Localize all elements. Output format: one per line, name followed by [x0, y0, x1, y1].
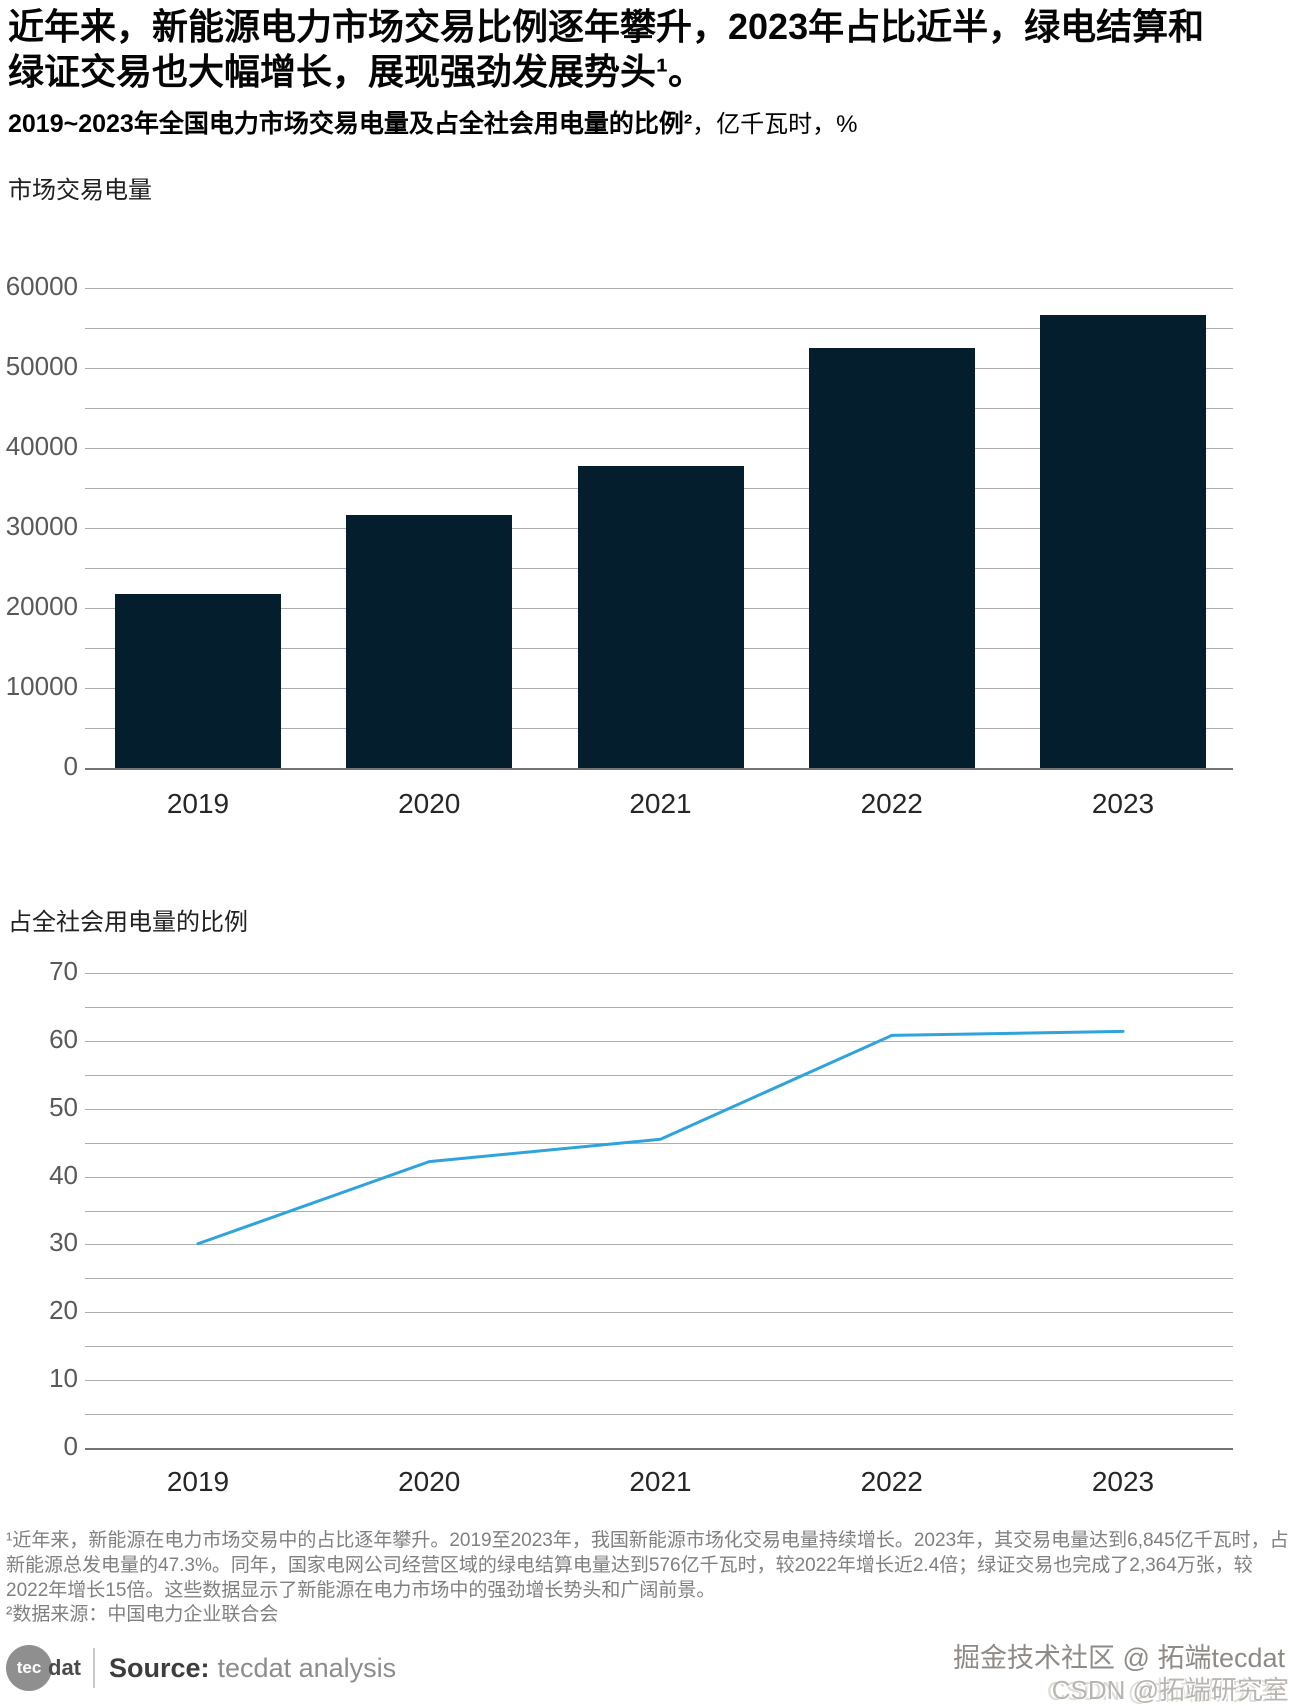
- y-tick-label: 60000: [5, 270, 78, 301]
- bar-2022: [808, 347, 975, 768]
- x-axis-line: [85, 768, 1233, 770]
- y-tick-label: 50000: [5, 350, 78, 381]
- bar-2019: [115, 593, 281, 768]
- tecdat-logo-icon: tec: [6, 1645, 52, 1691]
- gridline: [85, 1312, 1233, 1314]
- source-label: Source:: [109, 1652, 210, 1683]
- bar-2023: [1040, 314, 1206, 768]
- gridline: [85, 1244, 1233, 1246]
- bar-chart-title: 市场交易电量: [8, 177, 152, 204]
- gridline: [85, 1040, 1233, 1042]
- headline: 近年来，新能源电力市场交易比例逐年攀升，2023年占比近半，绿电结算和绿证交易也…: [8, 6, 1205, 92]
- x-tick-label: 2021: [629, 1466, 692, 1497]
- x-tick-label: 2020: [398, 788, 461, 819]
- x-tick-label: 2023: [1091, 1466, 1155, 1497]
- y-tick-label: 10000: [5, 670, 78, 701]
- gridline: [85, 1210, 1233, 1212]
- gridline: [85, 328, 1233, 329]
- line-chart-title: 占全社会用电量的比例: [8, 909, 248, 936]
- tecdat-logo-suffix: dat: [48, 1655, 81, 1680]
- gridline: [85, 1074, 1233, 1076]
- gridline: [85, 1346, 1233, 1348]
- gridline: [85, 973, 1233, 974]
- y-tick-label: 30000: [5, 510, 78, 541]
- y-tick-label: 0: [63, 750, 78, 781]
- exhibit-title-main: 2019~2023年全国电力市场交易电量及占全社会用电量的比例²: [8, 110, 693, 138]
- x-tick-label: 2019: [166, 1466, 230, 1497]
- gridline: [85, 1142, 1233, 1144]
- gridline: [85, 1414, 1233, 1416]
- source-value: tecdat analysis: [217, 1652, 397, 1683]
- x-tick-label: 2022: [860, 788, 923, 819]
- watermark-csdn: CSDN @拓端研究室: [1051, 1675, 1289, 1705]
- footnote-1: ¹近年来，新能源在电力市场交易中的占比逐年攀升。2019至2023年，我国新能源…: [6, 1530, 1289, 1601]
- gridline: [85, 1006, 1233, 1008]
- footnote-2: ²数据来源：中国电力企业联合会: [6, 1604, 279, 1625]
- gridline: [85, 288, 1233, 289]
- tecdat-logo-circle-text: tec: [16, 1658, 42, 1677]
- y-tick-label: 0: [63, 1430, 78, 1461]
- gridline: [85, 1176, 1233, 1178]
- y-tick-label: 40: [49, 1159, 78, 1190]
- y-tick-label: 20: [49, 1295, 78, 1326]
- gridline: [85, 1380, 1233, 1382]
- y-tick-label: 30: [49, 1227, 78, 1258]
- footer: tec dat Source: tecdat analysis: [6, 1642, 396, 1694]
- x-tick-label: 2023: [1091, 788, 1155, 819]
- gridline: [85, 1278, 1233, 1280]
- y-tick-label: 50: [49, 1091, 78, 1122]
- footer-divider: [93, 1648, 95, 1688]
- gridline: [85, 448, 1233, 449]
- gridline: [85, 368, 1233, 369]
- x-tick-label: 2022: [860, 1466, 923, 1497]
- gridline: [85, 1108, 1233, 1110]
- gridline: [85, 408, 1233, 409]
- y-tick-label: 40000: [5, 430, 78, 461]
- x-tick-label: 2019: [166, 788, 230, 819]
- x-tick-label: 2021: [629, 788, 692, 819]
- exhibit-title-units: ，亿千瓦时，%: [692, 111, 858, 138]
- bar-2020: [346, 514, 513, 768]
- trend-line: [196, 1029, 1125, 1246]
- x-tick-label: 2020: [398, 1466, 461, 1497]
- y-tick-label: 60: [49, 1023, 78, 1054]
- bar-2021: [577, 465, 744, 768]
- watermark-juejin: 掘金技术社区 @ 拓端tecdat: [953, 1643, 1285, 1673]
- y-tick-label: 10: [49, 1363, 78, 1394]
- y-tick-label: 70: [49, 955, 78, 986]
- x-axis-line: [85, 1448, 1233, 1450]
- exhibit-title: 2019~2023年全国电力市场交易电量及占全社会用电量的比例²，亿千瓦时，%: [8, 104, 1288, 140]
- y-tick-label: 20000: [5, 590, 78, 621]
